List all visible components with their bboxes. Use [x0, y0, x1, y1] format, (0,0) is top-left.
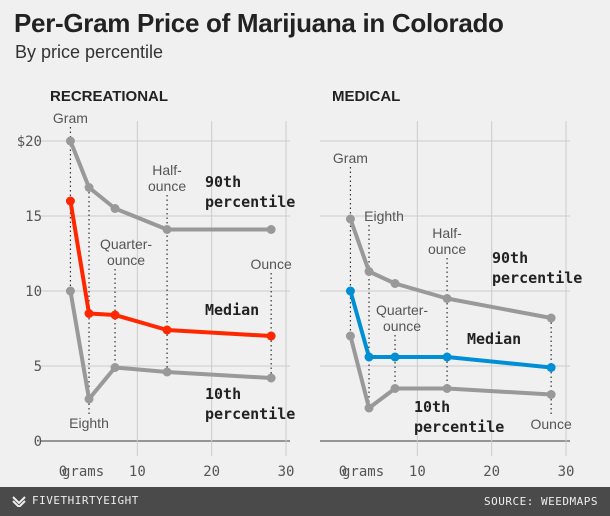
footer-brand: FIVETHIRTYEIGHT — [12, 494, 139, 507]
series-label-10th: percentile — [414, 418, 504, 436]
data-point-90th — [162, 225, 172, 234]
x-unit-label: grams — [342, 464, 384, 480]
data-point-90th — [110, 204, 120, 213]
size-label-quarter: ounce — [107, 252, 145, 268]
data-point-10th — [364, 403, 374, 413]
x-tick-label: 20 — [203, 464, 220, 480]
data-point-median — [162, 325, 172, 335]
data-point-median — [390, 352, 400, 362]
size-label-half: ounce — [148, 178, 186, 194]
footer-source: SOURCE: WEEDMAPS — [484, 495, 598, 508]
y-tick-label: 15 — [25, 209, 42, 225]
data-point-90th — [65, 136, 75, 146]
data-point-90th — [266, 225, 276, 234]
chart-svg: RECREATIONAL 0 5 10 15 $20 0 10 20 30 grams Gram Eig… — [17, 88, 583, 480]
data-point-10th — [546, 390, 556, 399]
panel-title: RECREATIONAL — [50, 88, 168, 105]
x-tick-label: 0 — [59, 464, 67, 480]
data-point-90th — [84, 183, 94, 192]
footer-brand-text: FIVETHIRTYEIGHT — [32, 494, 139, 507]
series-label-90th: 90th — [205, 173, 241, 191]
data-point-90th — [390, 279, 400, 288]
size-label-half: Half- — [152, 162, 182, 178]
panel-title: MEDICAL — [332, 88, 400, 105]
data-point-median — [110, 310, 120, 320]
data-point-10th — [442, 384, 452, 393]
chart-title: Per-Gram Price of Marijuana in Colorado — [14, 8, 504, 38]
data-point-median — [266, 331, 276, 341]
y-tick-label: 10 — [25, 284, 42, 300]
data-point-median — [345, 286, 355, 296]
x-tick-label: 20 — [483, 464, 500, 480]
x-tick-label: 10 — [129, 464, 146, 480]
size-label-ounce: Ounce — [251, 256, 292, 272]
series-label-90th: 90th — [492, 249, 528, 267]
size-label-eighth: Eighth — [364, 208, 404, 224]
size-label-half: ounce — [428, 241, 466, 257]
data-point-median — [442, 352, 452, 362]
x-unit-label: grams — [62, 464, 104, 480]
x-tick-label: 30 — [558, 464, 575, 480]
series-label-10th: 10th — [205, 385, 241, 403]
series-label-90th: percentile — [492, 269, 582, 287]
size-label-gram: Gram — [53, 110, 88, 126]
series-label-median: Median — [467, 330, 521, 348]
series-label-10th: percentile — [205, 405, 295, 423]
data-point-median — [364, 352, 374, 362]
data-point-10th — [110, 363, 120, 372]
data-point-90th — [442, 294, 452, 303]
data-point-90th — [345, 214, 355, 224]
size-label-half: Half- — [432, 225, 462, 241]
data-point-10th — [65, 286, 75, 296]
data-point-10th — [345, 331, 355, 341]
x-tick-label: 0 — [339, 464, 347, 480]
data-point-90th — [364, 267, 374, 276]
data-point-median — [65, 196, 75, 206]
chart-subtitle: By price percentile — [15, 42, 164, 62]
data-point-median — [546, 363, 556, 372]
y-tick-label: 0 — [34, 434, 42, 450]
data-point-10th — [390, 384, 400, 393]
series-label-10th: 10th — [414, 398, 450, 416]
size-label-quarter: ounce — [383, 318, 421, 334]
size-label-gram: Gram — [333, 150, 368, 166]
data-point-10th — [266, 373, 276, 383]
x-tick-label: 30 — [278, 464, 295, 480]
y-tick-label: $20 — [17, 134, 42, 150]
size-label-eighth: Eighth — [69, 415, 109, 431]
size-label-quarter: Quarter- — [100, 236, 152, 252]
size-label-ounce: Ounce — [531, 416, 572, 432]
y-tick-label: 5 — [34, 359, 42, 375]
data-point-10th — [162, 367, 172, 377]
size-label-quarter: Quarter- — [376, 302, 428, 318]
x-tick-label: 10 — [409, 464, 426, 480]
data-point-median — [84, 309, 94, 318]
data-point-10th — [84, 394, 94, 404]
data-point-90th — [546, 313, 556, 323]
panel-medical: MEDICAL 0 10 20 30 grams Gram Eighth Quarter-oun… — [320, 88, 582, 480]
series-label-median: Median — [205, 301, 259, 319]
fivethirtyeight-logo-icon — [12, 495, 26, 507]
panel-recreational: RECREATIONAL 0 5 10 15 $20 0 10 20 30 grams Gram Eig… — [17, 88, 296, 480]
series-label-90th: percentile — [205, 193, 295, 211]
footer-bar: FIVETHIRTYEIGHT SOURCE: WEEDMAPS — [0, 487, 610, 516]
